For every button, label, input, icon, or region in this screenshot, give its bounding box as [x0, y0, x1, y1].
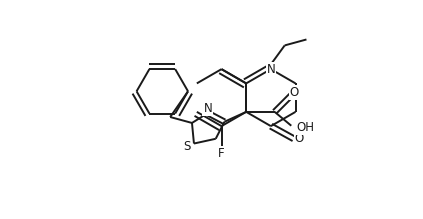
Text: N: N — [266, 63, 275, 76]
Text: F: F — [218, 147, 225, 160]
Text: N: N — [203, 102, 212, 115]
Text: O: O — [290, 86, 299, 99]
Text: O: O — [295, 132, 304, 145]
Text: S: S — [183, 140, 190, 153]
Text: OH: OH — [296, 121, 314, 134]
